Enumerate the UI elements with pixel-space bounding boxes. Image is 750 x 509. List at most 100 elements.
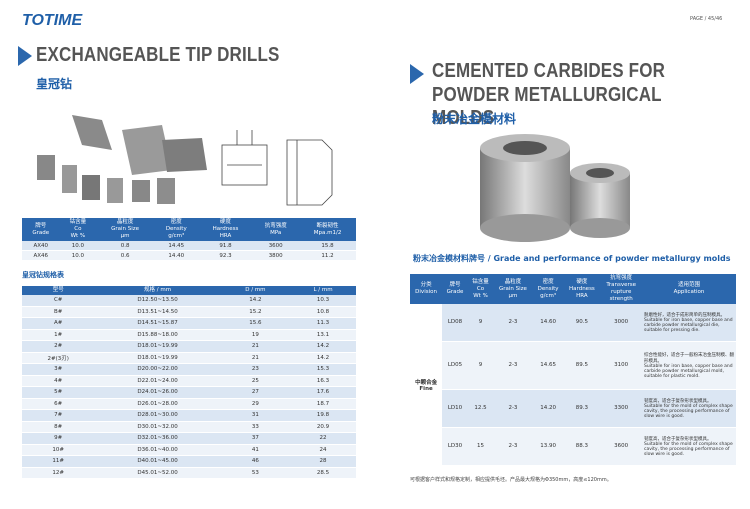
table-cell: 耐磨性好，适合于成形简单的压制模具。 Suitable for iron base… — [642, 304, 736, 342]
text-line: 断裂韧性 — [316, 222, 339, 229]
table-cell: 21 — [220, 352, 291, 364]
table-row: 2#(3刃) D18.01~19.99 21 14.2 — [22, 352, 356, 364]
text-line: Grade — [32, 229, 50, 236]
table-cell: 10.3 — [290, 295, 356, 307]
text-line: g/cm³ — [168, 233, 185, 239]
table-cell: 14.45 — [153, 241, 199, 251]
table-cell: 10.8 — [290, 306, 356, 318]
text-line: Density — [165, 226, 187, 232]
product-images — [37, 115, 333, 206]
header-cell: 硬度 Hardness HRA — [198, 218, 253, 241]
table-cell: 0.6 — [96, 250, 154, 261]
table-cell: 12.5 — [467, 389, 494, 428]
text-line: Mpa.m1/2 — [313, 229, 342, 236]
table-cell: D45.01~52.00 — [94, 467, 221, 479]
text-line: Suitable for the mold of complex shape c… — [644, 441, 733, 457]
table-cell: 3600 — [252, 241, 300, 251]
header-cell: 型号 — [22, 286, 95, 295]
table-cell: 21 — [220, 340, 291, 353]
logo: TOTIME — [22, 12, 83, 29]
text-line: 中颗合金 — [415, 379, 438, 386]
table-row: 11# D40.01~45.00 46 28 — [22, 455, 356, 468]
right-title-2: POWDER METALLURGICAL MOLDS — [432, 84, 662, 129]
table-cell: 9 — [467, 304, 494, 342]
table-cell: 53 — [220, 467, 291, 479]
right-subtitle: 粉末冶金模材料 — [432, 112, 517, 126]
text-line: Density — [537, 285, 559, 292]
spec-title: 皇冠钻规格表 — [22, 271, 64, 279]
text-line: 耐磨性好，适合于成形简单的压制模具。 — [644, 312, 725, 318]
table-cell: 13.1 — [290, 329, 356, 341]
table-cell: D14.51~15.87 — [94, 317, 221, 330]
table-cell: C# — [22, 295, 95, 307]
table-head: 分类 Division 牌号 Grade 钴含量 Co Wt % 晶粒度 Grain Size μ… — [410, 274, 736, 304]
table-cell: 8# — [22, 421, 95, 433]
table-cell: 韧度高，适合于复杂形状型模具。 Suitable for the mold of … — [642, 427, 736, 467]
table-cell: D18.01~19.99 — [94, 340, 221, 353]
product-image — [480, 134, 630, 242]
table-cell: 15.3 — [290, 363, 356, 376]
table-cell: 3600 — [600, 427, 642, 467]
table-cell: D12.50~13.50 — [94, 295, 221, 307]
table-cell: 韧度高，适合于复杂形状型模具。 Suitable for the mold of … — [642, 389, 736, 428]
text-line: 钴含量 — [69, 219, 87, 225]
table-cell: 29 — [220, 398, 291, 410]
table-cell: 2-3 — [493, 341, 533, 390]
header-cell: 晶粒度 Grain Size μm — [493, 274, 533, 304]
table-row: LD30 15 2-3 13.90 88.3 3600 韧度高，适合于复杂形状型模具。 Sui… — [410, 427, 736, 467]
text-line: 钴含量 — [472, 278, 489, 285]
text-line: Fine — [419, 385, 433, 392]
table-cell: 28 — [290, 455, 356, 468]
table-cell: 16.3 — [290, 375, 356, 387]
table-head: 型号 规格 / mm D / mm L / mm — [22, 286, 356, 295]
table-cell: D40.01~45.00 — [94, 455, 221, 468]
table-cell: 19.8 — [290, 409, 356, 422]
table-cell: 20.9 — [290, 421, 356, 433]
table-cell: 3300 — [600, 389, 642, 428]
table-cell: 14.2 — [290, 340, 356, 353]
text-line: Co — [74, 226, 82, 232]
table-cell: 14.40 — [153, 250, 199, 261]
table-cell: 27 — [220, 386, 291, 399]
table-cell: A# — [22, 317, 95, 330]
table-cell: D30.01~32.00 — [94, 421, 221, 433]
right-title-1: CEMENTED CARBIDES FOR — [432, 60, 666, 82]
text-line: Division — [415, 289, 437, 295]
table-cell: AX40 — [22, 241, 60, 251]
section-title: 粉末冶金模材料牌号 / Grade and performance of pow… — [413, 254, 731, 263]
table-cell: 10# — [22, 444, 95, 456]
table-row: B# D13.51~14.50 15.2 10.8 — [22, 306, 356, 318]
header-cell: D / mm — [220, 286, 291, 295]
header-cell: 晶粒度 Grain Size μm — [96, 218, 154, 241]
table-cell: 23 — [220, 363, 291, 376]
table-cell: 89.5 — [563, 341, 601, 390]
header-cell: 钴含量 Co Wt % — [59, 218, 97, 241]
table-cell: 14.2 — [290, 352, 356, 364]
text-line: HRA — [576, 292, 588, 299]
table-cell: 25 — [220, 375, 291, 387]
division-cell: 中颗合金 Fine — [410, 304, 443, 466]
mold-table: 分类 Division 牌号 Grade 钴含量 Co Wt % 晶粒度 Grain Size μ… — [410, 274, 736, 467]
header-cell: 断裂韧性 Mpa.m1/2 — [299, 218, 356, 241]
text-line: Transverse — [606, 282, 636, 288]
table-cell: 37 — [220, 432, 291, 445]
text-line: 规格 / mm — [144, 287, 172, 293]
text-line: g/cm³ — [540, 292, 557, 299]
table-cell: 90.5 — [563, 304, 601, 342]
table-cell: D26.01~28.00 — [94, 398, 221, 410]
header-cell: 抗弯强度 MPa — [252, 218, 300, 241]
header-cell: 密度 Density g/cm³ — [532, 274, 564, 304]
header-cell: 适用范围 Application — [642, 274, 736, 304]
table-cell: 2#(3刃) — [22, 352, 95, 364]
text-line: Wt % — [473, 292, 488, 299]
table-cell: 91.8 — [198, 241, 253, 251]
text-line: 牌号 — [449, 282, 461, 288]
table-cell: 46 — [220, 455, 291, 468]
text-line: 抗弯强度 — [610, 275, 633, 281]
header-row: 型号 规格 / mm D / mm L / mm — [22, 286, 356, 295]
table-cell: 14.20 — [532, 389, 564, 428]
table-cell: 6# — [22, 398, 95, 410]
header-cell: 钴含量 Co Wt % — [467, 274, 494, 304]
table-row: 4# D22.01~24.00 25 16.3 — [22, 375, 356, 387]
table-cell: 33 — [220, 421, 291, 433]
